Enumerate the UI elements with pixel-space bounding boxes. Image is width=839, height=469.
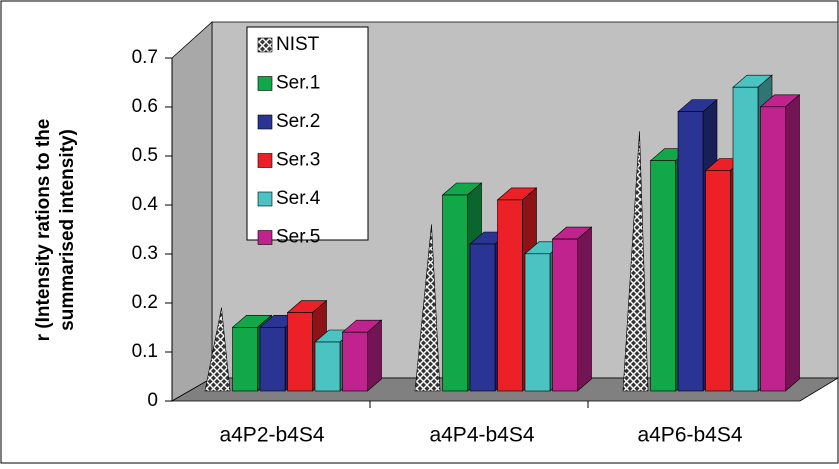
y-tick-label: 0 xyxy=(147,390,158,411)
cone xyxy=(204,307,231,392)
legend-label: Ser.1 xyxy=(276,73,320,94)
bar xyxy=(677,111,704,392)
y-axis-label: summarised intensity) xyxy=(57,129,78,331)
bar xyxy=(760,106,786,392)
bar-side xyxy=(785,94,800,392)
bar xyxy=(524,253,551,392)
bar xyxy=(469,243,496,392)
cone xyxy=(622,131,649,392)
cone xyxy=(414,224,441,392)
bar xyxy=(705,170,731,392)
x-tick-label: a4P6-b4S4 xyxy=(637,424,742,447)
bar xyxy=(232,326,258,392)
bar xyxy=(552,238,578,392)
legend-swatch xyxy=(257,114,273,130)
legend-swatch xyxy=(257,76,273,91)
legend-label: Ser.3 xyxy=(276,150,320,171)
bar-side xyxy=(367,319,382,392)
legend-label: NIST xyxy=(276,34,320,55)
bar xyxy=(259,326,286,392)
legend-swatch xyxy=(257,230,273,245)
bar xyxy=(287,312,313,392)
bar xyxy=(442,194,468,392)
bar-side xyxy=(577,226,592,392)
y-tick-label: 0.2 xyxy=(132,292,158,313)
legend-label: Ser.2 xyxy=(276,111,320,132)
legend-swatch xyxy=(257,191,273,207)
x-tick-label: a4P4-b4S4 xyxy=(429,424,534,447)
y-tick-label: 0.5 xyxy=(132,145,158,166)
side-wall xyxy=(171,21,213,402)
y-tick-label: 0.7 xyxy=(132,47,158,68)
y-tick-label: 0.6 xyxy=(132,96,158,117)
y-axis-label: r (Intensity rations to the xyxy=(33,119,54,342)
legend-label: Ser.4 xyxy=(276,188,321,209)
bar xyxy=(314,341,341,392)
x-tick-label: a4P2-b4S4 xyxy=(219,424,324,447)
y-tick-label: 0.3 xyxy=(132,243,158,264)
y-tick-label: 0.1 xyxy=(132,341,158,362)
bar xyxy=(497,199,523,392)
bar xyxy=(732,86,759,392)
legend-swatch xyxy=(257,153,273,168)
bar xyxy=(342,331,368,392)
legend-swatch xyxy=(257,37,273,53)
y-tick-label: 0.4 xyxy=(132,194,159,215)
legend-label: Ser.5 xyxy=(276,227,320,248)
bar xyxy=(650,160,676,392)
